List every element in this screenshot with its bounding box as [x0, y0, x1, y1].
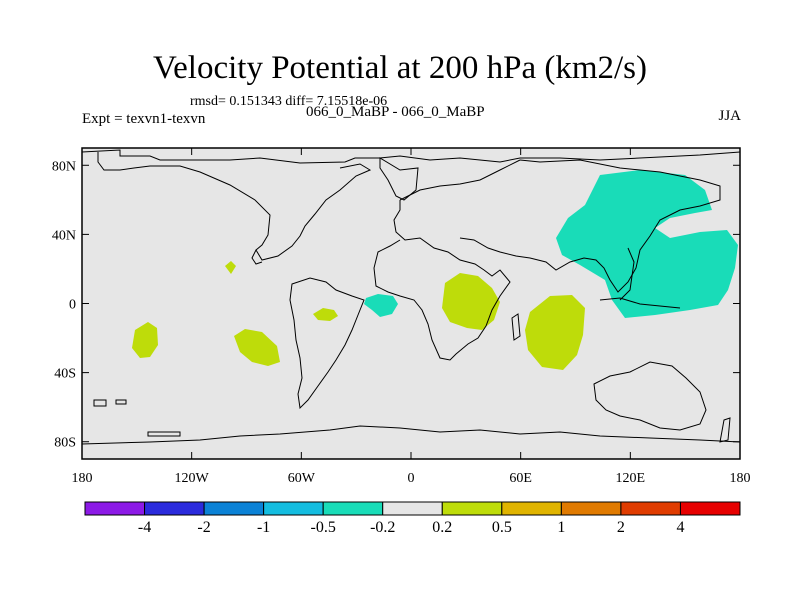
colorbar-label: 4: [676, 519, 684, 536]
x-tick-label: 60E: [509, 471, 532, 486]
colorbar-label: -4: [138, 519, 151, 536]
colorbar-label: -0.2: [370, 519, 395, 536]
colorbar-swatch: [203, 501, 265, 516]
positive-region-central-africa: [442, 273, 500, 330]
x-axis: 180 120W 60W 0 60E 120E 180: [72, 148, 751, 486]
negative-region-gulf-of-guinea: [364, 294, 398, 317]
colorbar-label: 0.2: [432, 519, 452, 536]
stats-label: rmsd= 0.151343 diff= 7.15518e-06: [190, 94, 388, 109]
colorbar-swatch: [501, 501, 562, 516]
positive-region-south-pacific-west: [132, 322, 158, 358]
x-tick-label: 180: [730, 471, 751, 486]
y-tick-label: 80N: [52, 159, 76, 174]
x-tick-label: 0: [408, 471, 415, 486]
colorbar-swatch: [560, 501, 622, 516]
colorbar-label: 2: [617, 519, 625, 536]
colorbar-swatch: [441, 501, 503, 516]
colorbar-swatch: [144, 501, 205, 516]
colorbar-label: 1: [557, 519, 565, 536]
y-tick-label: 40S: [54, 367, 76, 382]
colorbar-swatch: [84, 501, 146, 516]
colorbar-label: 0.5: [492, 519, 512, 536]
colorbar-label: -0.5: [311, 519, 336, 536]
x-tick-label: 180: [72, 471, 93, 486]
colorbar-swatch: [679, 501, 741, 516]
coastlines: [81, 149, 741, 445]
y-tick-label: 80S: [54, 436, 76, 451]
positive-region-south-america: [313, 308, 338, 321]
colorbar-label: -1: [257, 519, 270, 536]
positive-region-south-pacific-east: [234, 329, 280, 366]
y-tick-label: 0: [69, 298, 76, 313]
colorbar-swatch: [620, 501, 681, 516]
x-tick-label: 60W: [288, 471, 316, 486]
colorbar: -4 -2 -1 -0.5 -0.2 0.2 0.5 1 2 4: [84, 501, 741, 536]
season-label: JJA: [718, 108, 741, 124]
colorbar-label: -2: [197, 519, 210, 536]
positive-region-indian-ocean: [525, 295, 585, 370]
positive-region-central-pacific: [225, 261, 236, 274]
colorbar-swatch: [263, 501, 324, 516]
experiment-label: Expt = texvn1-texvn: [82, 111, 206, 127]
colorbar-swatch: [382, 501, 443, 516]
chart-title: Velocity Potential at 200 hPa (km2/s): [152, 50, 648, 86]
y-tick-label: 40N: [52, 228, 76, 243]
case-label: 066_0_MaBP - 066_0_MaBP: [306, 104, 485, 120]
y-axis: 80N 40N 0 40S 80S: [52, 159, 740, 451]
x-tick-label: 120E: [616, 471, 646, 486]
x-tick-label: 120W: [175, 471, 210, 486]
colorbar-swatch: [322, 501, 384, 516]
